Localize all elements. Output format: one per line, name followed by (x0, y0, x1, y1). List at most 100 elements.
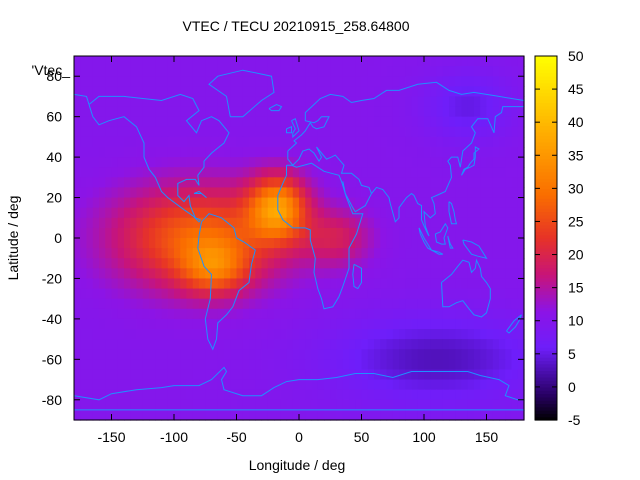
heatmap-cell (380, 359, 388, 371)
heatmap-cell (380, 116, 388, 128)
heatmap-cell (217, 258, 225, 269)
heatmap-cell (124, 147, 131, 158)
heatmap-cell (317, 96, 325, 108)
heatmap-cell (99, 258, 106, 269)
heatmap-cell (349, 389, 356, 401)
heatmap-cell (74, 258, 81, 269)
colorbar-segment (535, 198, 557, 203)
heatmap-cell (255, 126, 263, 138)
colorbar-segment (535, 188, 557, 193)
heatmap-cell (367, 86, 375, 98)
heatmap-cell (149, 116, 156, 128)
colorbar-segment (535, 330, 557, 335)
heatmap-cell (324, 318, 331, 330)
heatmap-cell (442, 66, 450, 77)
heatmap-cell (461, 126, 469, 138)
heatmap-cell (111, 308, 119, 320)
heatmap-cell (274, 56, 281, 67)
heatmap-cell (86, 318, 94, 330)
colorbar-segment (535, 99, 557, 103)
colorbar-segment (535, 208, 557, 213)
heatmap-cell (124, 248, 131, 259)
heatmap-cell (92, 298, 100, 310)
heatmap-cell (299, 76, 306, 87)
heatmap-cell (249, 258, 256, 269)
heatmap-cell (124, 359, 131, 371)
heatmap-cell (436, 227, 444, 239)
heatmap-cell (505, 167, 513, 178)
heatmap-cell (286, 96, 294, 108)
legend-key-label: 'Vtec_ (32, 62, 71, 78)
heatmap-cell (367, 359, 375, 371)
heatmap-cell (274, 177, 281, 189)
heatmap-cell (292, 187, 300, 199)
heatmap-cell (442, 76, 450, 87)
colorbar-segment (535, 373, 557, 378)
heatmap-cell (317, 288, 325, 300)
heatmap-cell (330, 177, 338, 189)
heatmap-cell (499, 409, 506, 421)
heatmap-cell (424, 106, 431, 118)
heatmap-cell (305, 147, 313, 158)
heatmap-cell (455, 379, 463, 391)
heatmap-cell (105, 399, 113, 411)
heatmap-cell (205, 369, 213, 381)
colorbar-segment (535, 155, 557, 160)
heatmap-cell (149, 389, 156, 401)
heatmap-cell (161, 76, 169, 87)
heatmap-cell (236, 106, 244, 118)
heatmap-cell (492, 298, 500, 310)
heatmap-cell (330, 369, 338, 381)
heatmap-cell (124, 177, 131, 189)
colorbar-segment (535, 317, 557, 322)
heatmap-cell (411, 66, 419, 77)
heatmap-cell (380, 66, 388, 77)
heatmap-cell (392, 268, 400, 280)
heatmap-cell (255, 329, 263, 340)
heatmap-cell (186, 288, 194, 300)
heatmap-cell (142, 409, 150, 421)
heatmap-cell (392, 147, 400, 158)
heatmap-cell (111, 157, 119, 168)
heatmap-cell (411, 197, 419, 209)
heatmap-cell (155, 96, 163, 108)
heatmap-cell (436, 217, 444, 229)
heatmap-cell (249, 288, 256, 300)
heatmap-cell (230, 238, 238, 249)
heatmap-cell (267, 116, 275, 128)
heatmap-cell (261, 147, 269, 158)
heatmap-cell (267, 339, 275, 350)
heatmap-cell (399, 76, 406, 87)
heatmap-cell (286, 389, 294, 401)
heatmap-cell (267, 227, 275, 239)
colorbar-segment (535, 69, 557, 74)
heatmap-cell (261, 106, 269, 118)
heatmap-cell (180, 379, 188, 391)
heatmap-cell (380, 106, 388, 118)
heatmap-cell (449, 318, 456, 330)
heatmap-cell (261, 339, 269, 350)
heatmap-cell (517, 177, 525, 189)
heatmap-cell (505, 409, 513, 421)
heatmap-cell (411, 238, 419, 249)
heatmap-cell (205, 177, 213, 189)
heatmap-cell (167, 157, 175, 168)
heatmap-cell (486, 126, 494, 138)
heatmap-cell (274, 238, 281, 249)
x-tick-label: -50 (226, 429, 246, 445)
heatmap-cell (417, 56, 425, 67)
heatmap-cell (174, 399, 181, 411)
heatmap-cell (267, 389, 275, 401)
colorbar-segment (535, 221, 557, 226)
heatmap-cell (292, 207, 300, 219)
heatmap-cell (242, 177, 250, 189)
heatmap-cell (430, 258, 438, 269)
heatmap-cell (242, 136, 250, 148)
heatmap-cell (224, 76, 231, 87)
heatmap-cell (111, 106, 119, 118)
heatmap-cell (130, 248, 138, 259)
heatmap-cell (311, 349, 319, 360)
heatmap-cell (342, 349, 350, 360)
coastline-path (208, 69, 275, 118)
heatmap-cell (236, 308, 244, 320)
